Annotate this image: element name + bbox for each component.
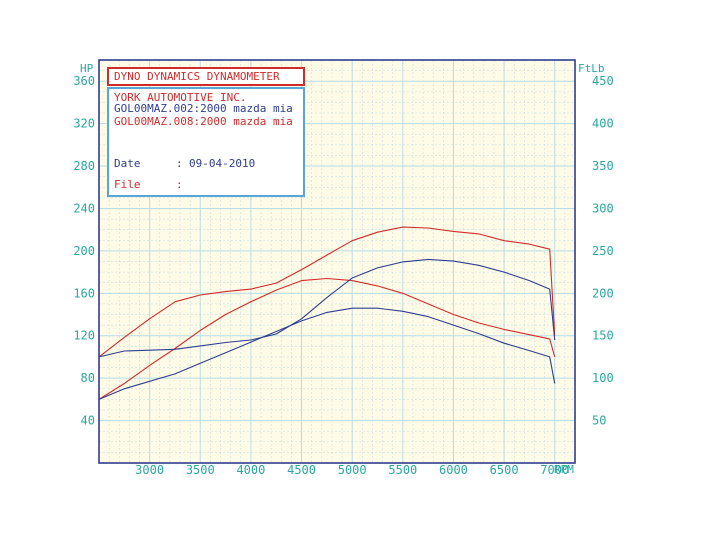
info-date-value: 09-04-2010 <box>189 157 255 170</box>
series-line-blue-power <box>98 307 556 400</box>
info-box: YORK AUTOMOTIVE INC. GOL00MAZ.002:2000 m… <box>107 87 305 197</box>
y-left-tick-label: 320 <box>73 117 95 131</box>
info-company: YORK AUTOMOTIVE INC. <box>114 91 246 104</box>
series-line-red-torque <box>98 226 556 358</box>
y-right-tick-label: 50 <box>592 414 606 428</box>
y-right-tick-label: 250 <box>592 244 614 258</box>
x-tick-label: 4500 <box>287 463 316 477</box>
info-date-label: Date <box>114 157 141 170</box>
x-tick-label: 3000 <box>135 463 164 477</box>
y-left-tick-label: 80 <box>81 371 95 385</box>
y-left-tick-label: 160 <box>73 286 95 300</box>
y-left-tick-label: 120 <box>73 329 95 343</box>
y-left-tick-label: 280 <box>73 159 95 173</box>
x-tick-label: 3500 <box>186 463 215 477</box>
series-line-blue-torque <box>98 258 556 358</box>
y-left-tick-label: 40 <box>81 414 95 428</box>
x-unit-label: RPM <box>554 463 574 476</box>
x-tick-label: 6000 <box>439 463 468 477</box>
series-line-red-power <box>98 277 556 400</box>
y-right-tick-label: 150 <box>592 329 614 343</box>
x-tick-label: 5000 <box>338 463 367 477</box>
y-right-tick-label: 450 <box>592 74 614 88</box>
x-tick-label: 4000 <box>236 463 265 477</box>
y-left-tick-label: 200 <box>73 244 95 258</box>
y-left-tick-label: 360 <box>73 74 95 88</box>
plot-frame <box>98 59 576 464</box>
y-right-tick-label: 400 <box>592 117 614 131</box>
tick-labels: 3000 3500 4000 4500 5000 5500 6000 6500 7000 40 80… <box>73 74 613 477</box>
info-run2: GOL00MAZ.008:2000 mazda mia <box>114 115 293 128</box>
y-right-tick-label: 350 <box>592 159 614 173</box>
x-tick-label: 6500 <box>490 463 519 477</box>
x-tick-label: 7000 <box>540 463 569 477</box>
info-date-sep: : <box>176 157 183 170</box>
y-left-unit-label: HP <box>80 62 94 75</box>
y-left-tick-label: 240 <box>73 201 95 215</box>
info-file-label: File <box>114 178 141 191</box>
y-right-unit-label: FtLb <box>578 62 605 75</box>
y-right-tick-label: 300 <box>592 201 614 215</box>
info-run1: GOL00MAZ.002:2000 mazda mia <box>114 102 293 115</box>
x-tick-label: 5500 <box>388 463 417 477</box>
y-right-tick-label: 100 <box>592 371 614 385</box>
chart-title: DYNO DYNAMICS DYNAMOMETER <box>114 70 280 83</box>
title-box: DYNO DYNAMICS DYNAMOMETER <box>107 67 305 86</box>
series-layer <box>98 226 556 400</box>
y-right-tick-label: 200 <box>592 286 614 300</box>
info-file-sep: : <box>176 178 183 191</box>
